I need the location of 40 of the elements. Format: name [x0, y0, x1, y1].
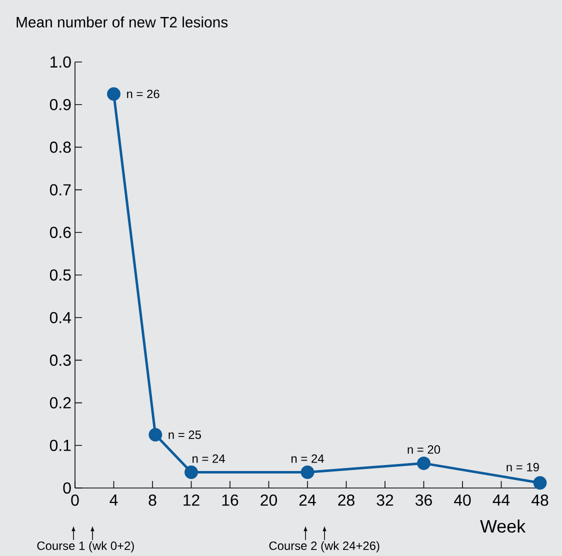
y-tick-label: 0.4 — [50, 312, 72, 324]
x-tick-label: 48 — [532, 494, 548, 506]
annotation: n = 20 — [408, 445, 440, 454]
x-tick-label: 8 — [148, 494, 156, 506]
x-tick-label: 28 — [338, 494, 354, 506]
chart-title: Mean number of new T2 lesions — [16, 16, 228, 28]
y-tick-label: 0.5 — [50, 269, 71, 281]
y-tick-label: 0.1 — [50, 440, 71, 452]
y-tick-label: 0.6 — [50, 226, 71, 238]
x-tick-label: 16 — [222, 494, 238, 506]
x-tick-label: 24 — [299, 494, 316, 506]
x-tick-label: 36 — [416, 494, 432, 506]
x-tick-label: 4 — [110, 494, 118, 506]
x-tick-label: 44 — [492, 494, 510, 506]
y-tick-label: 1.0 — [50, 56, 71, 68]
annotation: n = 19 — [506, 462, 539, 472]
x-axis-title: Week — [480, 520, 526, 533]
annotation: n = 24 — [192, 454, 225, 463]
point — [148, 428, 162, 442]
x-tick-label: 20 — [260, 494, 277, 506]
annotation: n = 26 — [127, 90, 160, 98]
y-tick-label: 0.7 — [50, 184, 71, 196]
point — [184, 466, 198, 479]
y-tick-label: 0.8 — [50, 142, 71, 153]
text: Course 2 (wk 24+26) — [269, 541, 380, 552]
y-tick-label: 0.9 — [50, 98, 71, 110]
point — [107, 87, 120, 101]
x-tick-label: 12 — [184, 494, 200, 506]
annotation: n = 25 — [168, 430, 201, 439]
y-tick-label: 0.2 — [50, 397, 71, 408]
x-tick-label: 40 — [454, 494, 471, 506]
x-tick-label: 32 — [376, 494, 394, 506]
annotation: n = 24 — [292, 454, 324, 463]
y-tick-label: 0 — [63, 482, 71, 494]
point — [300, 466, 314, 479]
text: Course 1 (wk 0+2) — [37, 541, 134, 552]
y-tick-label: 0.3 — [50, 354, 71, 366]
point — [417, 456, 430, 470]
x-tick-label: 0 — [71, 494, 79, 506]
point — [533, 476, 547, 490]
